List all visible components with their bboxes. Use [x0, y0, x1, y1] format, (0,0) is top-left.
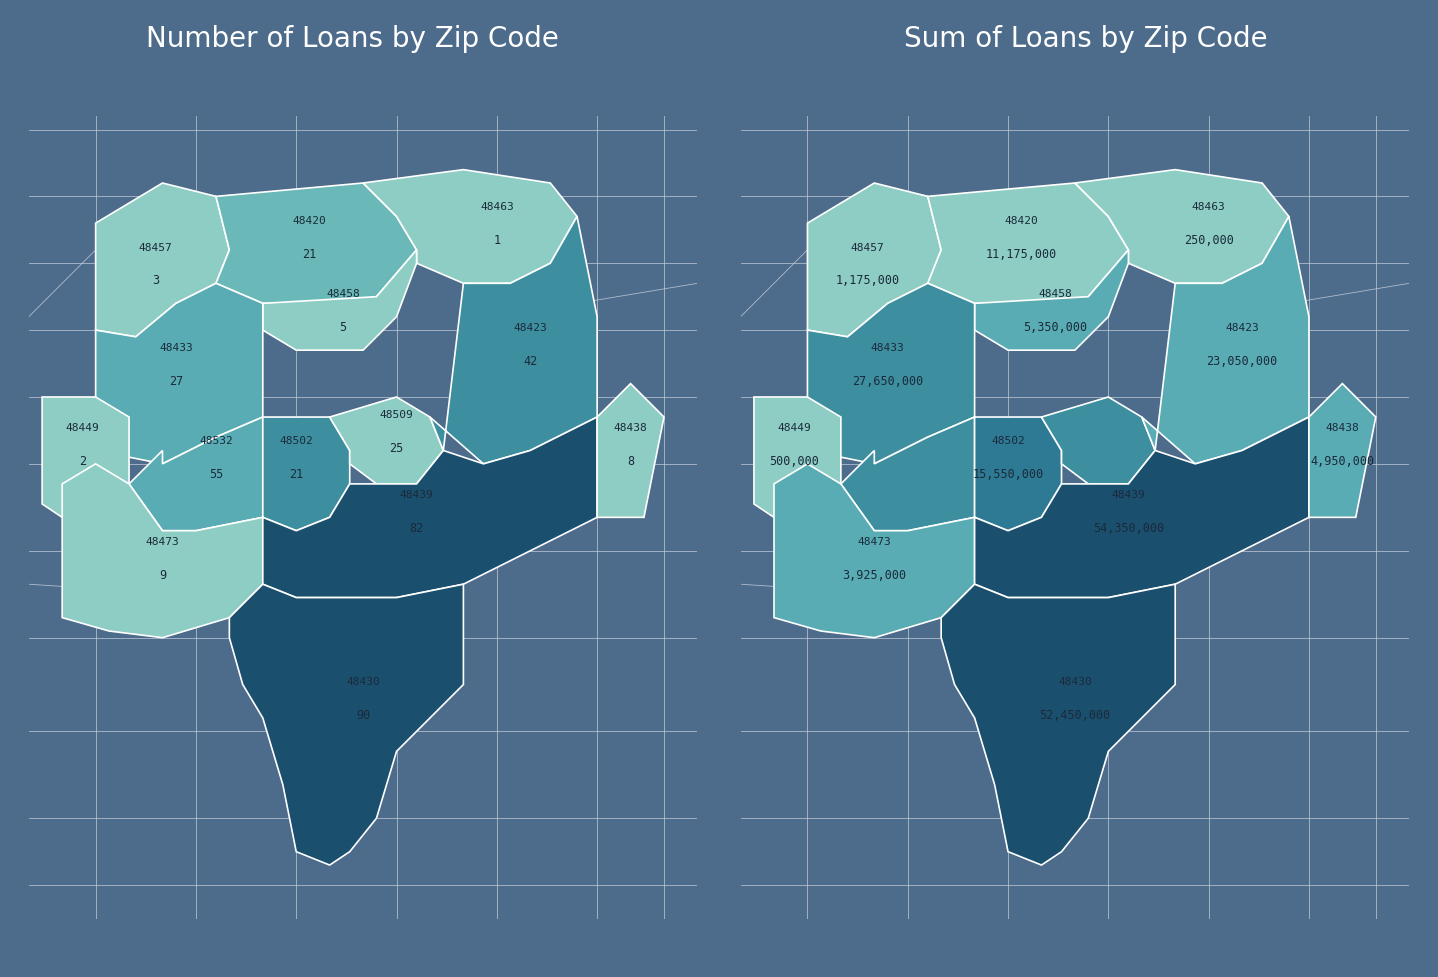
Text: 48439: 48439 [1112, 489, 1145, 499]
Text: Number of Loans by Zip Code: Number of Loans by Zip Code [145, 25, 559, 53]
Text: 4,950,000: 4,950,000 [1310, 454, 1375, 468]
Polygon shape [774, 464, 975, 638]
Text: 48423: 48423 [1225, 322, 1258, 332]
Polygon shape [940, 584, 1175, 866]
Text: 2: 2 [79, 454, 86, 468]
Text: 3,925,000: 3,925,000 [843, 568, 906, 581]
Text: 27,650,000: 27,650,000 [853, 374, 923, 387]
Polygon shape [1076, 170, 1288, 284]
Polygon shape [62, 464, 263, 638]
Polygon shape [263, 251, 417, 351]
Polygon shape [841, 417, 975, 531]
Text: 48463: 48463 [480, 202, 513, 212]
Polygon shape [129, 417, 263, 531]
Text: 48457: 48457 [851, 242, 884, 252]
Polygon shape [95, 184, 229, 337]
Text: 55: 55 [209, 468, 223, 481]
Polygon shape [754, 398, 841, 518]
Text: 48458: 48458 [1038, 289, 1071, 299]
Text: 48449: 48449 [777, 423, 811, 433]
Text: 52,450,000: 52,450,000 [1040, 708, 1110, 721]
Text: 90: 90 [357, 708, 370, 721]
Polygon shape [1309, 384, 1376, 518]
Polygon shape [95, 284, 263, 464]
Text: 48433: 48433 [160, 343, 193, 353]
Text: 48438: 48438 [614, 423, 647, 433]
Polygon shape [975, 417, 1061, 531]
Polygon shape [263, 417, 597, 598]
Text: 1: 1 [493, 234, 500, 247]
Polygon shape [1142, 217, 1309, 464]
Text: 48473: 48473 [145, 536, 180, 546]
Text: 48430: 48430 [1058, 676, 1091, 687]
Polygon shape [42, 398, 129, 518]
Text: 48473: 48473 [857, 536, 892, 546]
Text: 48449: 48449 [65, 423, 99, 433]
Text: 48439: 48439 [400, 489, 433, 499]
Text: 48502: 48502 [279, 436, 313, 446]
Polygon shape [808, 284, 975, 464]
Text: 1,175,000: 1,175,000 [835, 275, 900, 287]
Text: 500,000: 500,000 [769, 454, 820, 468]
Polygon shape [808, 184, 940, 337]
Text: 21: 21 [302, 247, 316, 261]
Polygon shape [362, 170, 577, 284]
Text: 21: 21 [289, 468, 303, 481]
Text: 23,050,000: 23,050,000 [1206, 355, 1278, 367]
Text: 48438: 48438 [1326, 423, 1359, 433]
Text: 48420: 48420 [293, 216, 326, 226]
Text: 5: 5 [339, 320, 347, 334]
Text: 15,550,000: 15,550,000 [972, 468, 1044, 481]
Text: 48457: 48457 [139, 242, 173, 252]
Text: 54,350,000: 54,350,000 [1093, 522, 1163, 534]
Polygon shape [263, 417, 349, 531]
Text: Sum of Loans by Zip Code: Sum of Loans by Zip Code [905, 25, 1267, 53]
Text: 48458: 48458 [326, 289, 360, 299]
Text: 48430: 48430 [347, 676, 380, 687]
Text: 48423: 48423 [513, 322, 546, 332]
Text: 48433: 48433 [871, 343, 905, 353]
Text: 250,000: 250,000 [1183, 234, 1234, 247]
Text: 42: 42 [523, 355, 538, 367]
Polygon shape [1041, 398, 1155, 485]
Text: 27: 27 [168, 374, 183, 387]
Text: 48502: 48502 [991, 436, 1025, 446]
Text: 48420: 48420 [1005, 216, 1038, 226]
Text: 5,350,000: 5,350,000 [1022, 320, 1087, 334]
Polygon shape [329, 398, 443, 485]
Polygon shape [975, 417, 1309, 598]
Polygon shape [597, 384, 664, 518]
Text: 3: 3 [152, 275, 160, 287]
Text: 8: 8 [627, 454, 634, 468]
Text: 82: 82 [410, 522, 424, 534]
Text: 25: 25 [390, 442, 404, 454]
Text: 11,175,000: 11,175,000 [986, 247, 1057, 261]
Polygon shape [928, 184, 1129, 304]
Text: 48463: 48463 [1192, 202, 1225, 212]
Text: 48532: 48532 [198, 436, 233, 446]
Polygon shape [216, 184, 417, 304]
Polygon shape [229, 584, 463, 866]
Text: 48509: 48509 [380, 409, 413, 419]
Text: 9: 9 [160, 568, 165, 581]
Polygon shape [975, 251, 1129, 351]
Polygon shape [430, 217, 597, 464]
